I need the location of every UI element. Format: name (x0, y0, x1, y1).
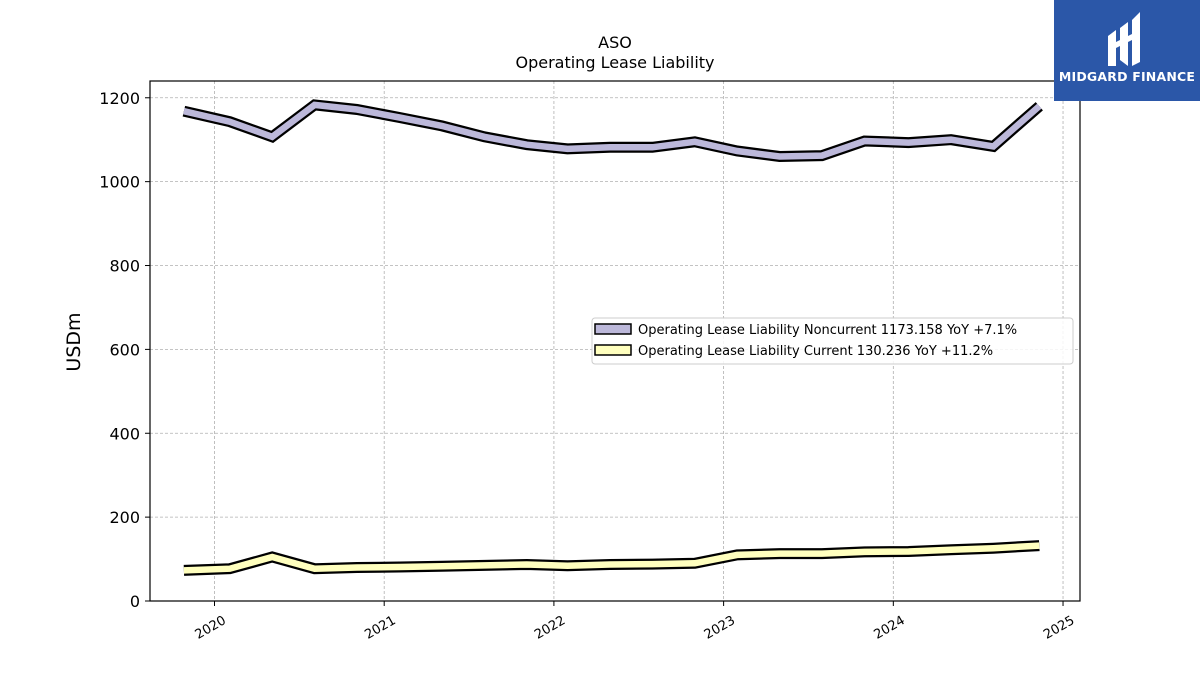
legend-swatch-current (594, 344, 632, 356)
y-tick-label: 1000 (99, 173, 140, 192)
legend: Operating Lease Liability Noncurrent 117… (591, 317, 1074, 365)
x-tick-label: 2021 (362, 613, 398, 643)
y-tick-label: 600 (109, 340, 140, 359)
y-tick-label: 400 (109, 424, 140, 443)
y-axis-label: USDm (63, 312, 85, 371)
chart-title: ASO (598, 33, 632, 52)
brand-logo: MIDGARD FINANCE (1054, 0, 1200, 101)
x-tick-label: 2020 (193, 613, 229, 643)
logo-text: MIDGARD FINANCE (1058, 69, 1196, 84)
y-tick-label: 1200 (99, 89, 140, 108)
series-line-current (183, 542, 1040, 574)
chart-subtitle: Operating Lease Liability (515, 53, 714, 72)
series-line-noncurrent (183, 101, 1042, 160)
legend-swatch-noncurrent (594, 323, 632, 335)
x-tick-label: 2024 (871, 613, 907, 643)
x-tick-label: 2025 (1041, 613, 1077, 643)
y-tick-label: 800 (109, 257, 140, 276)
plot-frame (149, 80, 1081, 602)
legend-label-current: Operating Lease Liability Current 130.23… (638, 344, 993, 359)
legend-frame (591, 317, 1074, 365)
x-tick-label: 2023 (702, 613, 738, 643)
x-tick-label: 2022 (532, 613, 568, 643)
legend-label-noncurrent: Operating Lease Liability Noncurrent 117… (638, 323, 1017, 338)
series-layer (182, 99, 1043, 576)
y-tick-label: 200 (109, 508, 140, 527)
y-tick-label: 0 (130, 592, 140, 611)
midgard-logo-icon (1108, 12, 1140, 66)
